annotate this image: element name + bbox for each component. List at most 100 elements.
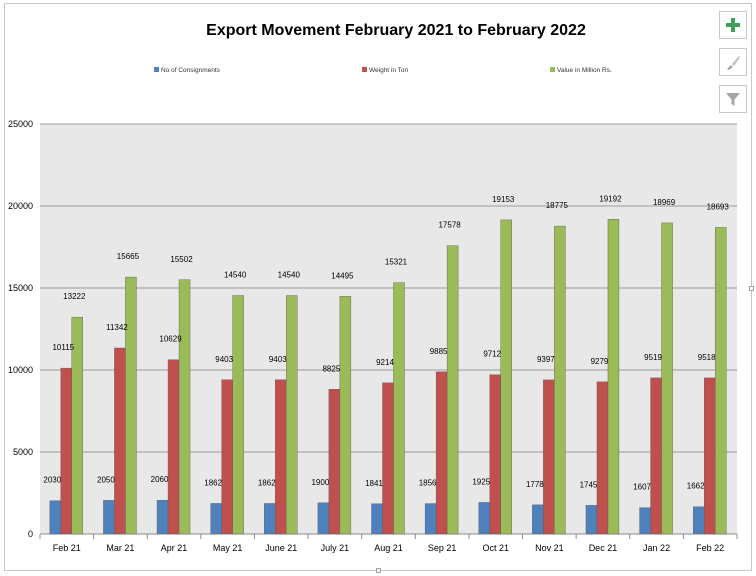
data-label: 1662: [687, 482, 705, 491]
legend-label: Weight in Ton: [369, 67, 409, 74]
x-tick-label: Apr 21: [161, 543, 188, 553]
y-tick-label: 15000: [8, 283, 33, 293]
chart-title: Export Movement February 2021 to Februar…: [206, 22, 586, 39]
data-label: 18775: [546, 201, 569, 210]
bar: [232, 295, 244, 535]
bar: [435, 371, 448, 535]
x-tick-label: Oct 21: [482, 543, 509, 553]
bar: [585, 505, 598, 535]
bar: [543, 379, 555, 535]
bar: [328, 389, 341, 535]
chart-elements-button[interactable]: [719, 11, 747, 39]
bar: [692, 506, 705, 535]
data-label: 8825: [322, 364, 340, 373]
data-label: 9403: [215, 355, 233, 364]
bar: [156, 500, 169, 535]
x-tick-label: Sep 21: [428, 543, 457, 553]
y-tick-label: 0: [28, 529, 33, 539]
paintbrush-icon: [727, 56, 740, 70]
plus-icon: [726, 18, 740, 32]
data-label: 9403: [269, 355, 287, 364]
bar: [210, 503, 222, 535]
data-label: 18969: [653, 198, 676, 207]
bar: [317, 502, 330, 535]
x-tick-label: Aug 21: [374, 543, 403, 553]
bar: [371, 503, 383, 535]
bar: [167, 359, 180, 535]
bar: [703, 377, 716, 535]
data-label: 1856: [419, 479, 437, 488]
data-label: 15502: [170, 255, 193, 264]
bar: [424, 503, 437, 535]
bar: [650, 377, 662, 535]
bar: [489, 374, 501, 535]
legend: No of Consignments Weight in Ton Value in …: [154, 67, 612, 74]
data-label: 9214: [376, 358, 394, 367]
bar: [554, 225, 566, 535]
bar: [264, 503, 276, 535]
bar: [286, 295, 298, 535]
data-label: 17578: [438, 221, 461, 230]
bar: [382, 382, 394, 535]
x-tick-label: Mar 21: [106, 543, 134, 553]
x-tick-label: Dec 21: [589, 543, 618, 553]
data-label: 1841: [365, 479, 383, 488]
x-tick-label: Jan 22: [643, 543, 670, 553]
data-label: 9712: [483, 350, 501, 359]
data-label: 1925: [472, 477, 490, 486]
data-label: 14540: [278, 271, 301, 280]
bar: [114, 347, 126, 535]
data-label: 1607: [633, 483, 651, 492]
y-tick-label: 25000: [8, 119, 33, 129]
data-label: 11342: [106, 323, 128, 332]
data-label: 10629: [159, 335, 182, 344]
x-tick-label: Feb 22: [696, 543, 724, 553]
x-tick-label: July 21: [321, 543, 350, 553]
bar: [125, 276, 137, 535]
data-label: 19153: [492, 195, 515, 204]
bar: [607, 219, 620, 535]
x-axis: Feb 21 Mar 21 Apr 21 May 21 June 21 July 21 Au…: [39, 534, 738, 553]
x-tick-label: May 21: [213, 543, 243, 553]
bar: [500, 219, 512, 535]
y-tick-label: 10000: [8, 365, 33, 375]
legend-swatch: [154, 67, 159, 72]
bar: [393, 282, 405, 535]
y-axis: 0 5000 10000 15000 20000 25000: [8, 119, 33, 539]
y-tick-label: 20000: [8, 201, 33, 211]
data-label: 14495: [331, 271, 354, 280]
chart-styles-button[interactable]: [719, 48, 747, 76]
bar: [60, 367, 73, 535]
data-label: 15665: [117, 252, 140, 261]
data-label: 13222: [63, 292, 86, 301]
chart-filters-button[interactable]: [719, 85, 747, 113]
data-label: 2060: [151, 475, 169, 484]
data-label: 2050: [97, 475, 115, 484]
x-tick-label: Feb 21: [53, 543, 81, 553]
bar: [71, 316, 84, 535]
data-label: 9518: [698, 353, 716, 362]
bar: [339, 296, 352, 535]
data-label: 19192: [599, 194, 622, 203]
bar: [178, 279, 191, 535]
bar: [661, 222, 673, 535]
resize-handle-bottom[interactable]: [376, 568, 381, 573]
bar: [532, 504, 544, 535]
resize-handle-right[interactable]: [749, 286, 754, 291]
x-tick-label: June 21: [265, 543, 297, 553]
legend-label: Value in Million Rs.: [557, 67, 612, 74]
data-label: 1900: [311, 478, 329, 487]
bar: [49, 500, 62, 535]
bar: [714, 227, 727, 535]
bar: [275, 379, 287, 535]
legend-label: No of Consignments: [161, 67, 221, 74]
bar: [596, 381, 609, 535]
bars: [49, 219, 727, 535]
data-label: 1862: [258, 478, 276, 487]
legend-swatch: [550, 67, 555, 72]
data-label: 2030: [43, 476, 61, 485]
legend-swatch: [362, 67, 367, 72]
bar: [478, 502, 490, 535]
data-label: 15321: [385, 258, 408, 267]
